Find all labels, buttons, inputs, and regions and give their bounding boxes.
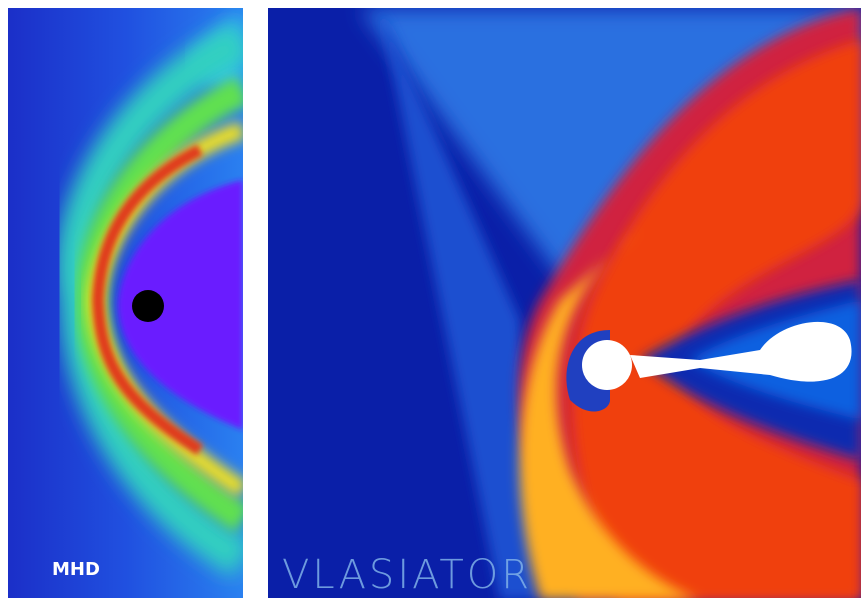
- logo: VLASIATOR: [282, 552, 532, 598]
- panel-label: MHD: [52, 559, 100, 580]
- mhd-panel: MHD: [8, 8, 243, 598]
- vlasiator-panel: VLASIATOR: [268, 8, 861, 598]
